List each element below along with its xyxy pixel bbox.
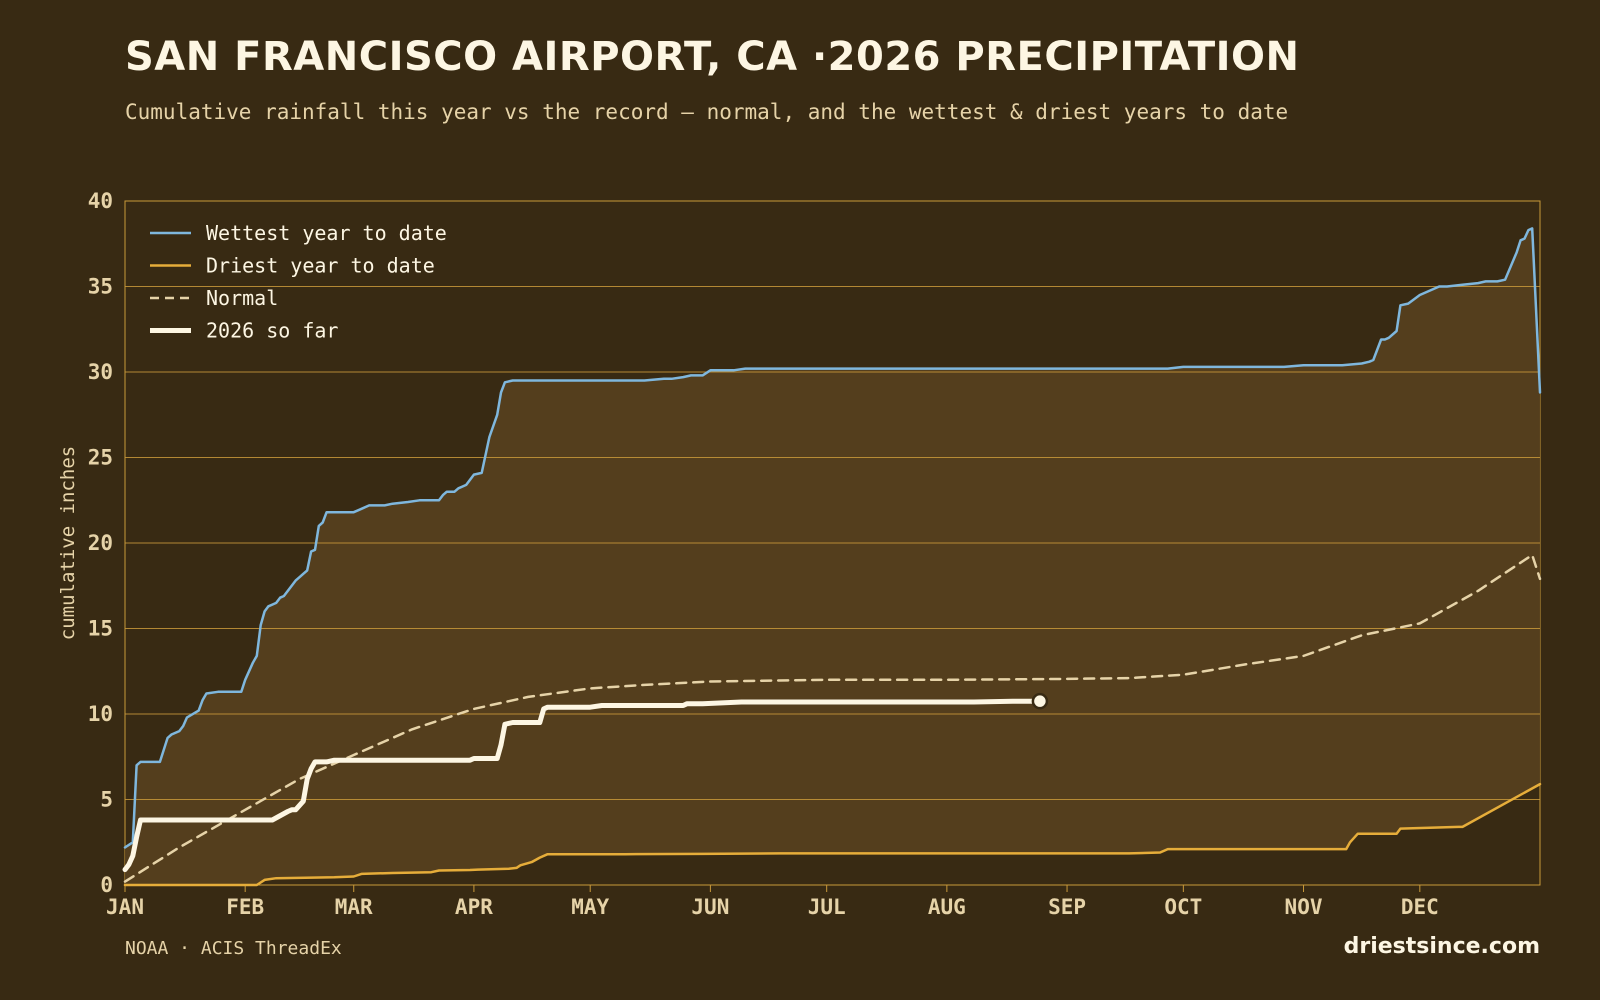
- series-normal: [123, 553, 1542, 883]
- x-tick-label: DEC: [1401, 895, 1439, 919]
- x-tick-label: SEP: [1048, 895, 1086, 919]
- series-driest: [123, 782, 1542, 887]
- range-band: [125, 228, 1540, 885]
- x-tick-label: NOV: [1285, 895, 1323, 919]
- y-tick-label: 10: [88, 702, 113, 726]
- source-credit: NOAA · ACIS ThreadEx: [125, 938, 342, 959]
- x-tick-label: MAY: [571, 895, 609, 919]
- y-tick-label: 35: [88, 275, 113, 299]
- y-tick-label: 30: [88, 360, 113, 384]
- y-tick-label: 0: [100, 873, 113, 897]
- x-tick-label: JUN: [691, 895, 729, 919]
- legend-label: Driest year to date: [206, 254, 435, 278]
- x-tick-label: MAR: [335, 895, 373, 919]
- y-tick-label: 5: [100, 788, 113, 812]
- series-wettest: [123, 227, 1542, 849]
- x-tick-label: JAN: [106, 895, 144, 919]
- y-tick-label: 20: [88, 531, 113, 555]
- brand-link[interactable]: driestsince.com: [1343, 934, 1540, 959]
- x-tick-label: AUG: [928, 895, 966, 919]
- legend-label: 2026 so far: [206, 319, 338, 343]
- y-tick-label: 40: [88, 189, 113, 213]
- current-point-marker: [1031, 692, 1049, 710]
- x-tick-label: JUL: [808, 895, 846, 919]
- x-tick-label: FEB: [226, 895, 264, 919]
- legend-label: Wettest year to date: [206, 221, 447, 245]
- legend-label: Normal: [206, 286, 278, 310]
- series-2026: [122, 698, 1043, 873]
- y-axis-label: cumulative inches: [57, 446, 79, 640]
- x-tick-label: OCT: [1164, 895, 1202, 919]
- x-tick-label: APR: [455, 895, 493, 919]
- y-tick-label: 25: [88, 446, 113, 470]
- chart-title: SAN FRANCISCO AIRPORT, CA ·2026 PRECIPIT…: [125, 34, 1300, 80]
- chart-subtitle: Cumulative rainfall this year vs the rec…: [125, 100, 1289, 124]
- y-tick-label: 15: [88, 617, 113, 641]
